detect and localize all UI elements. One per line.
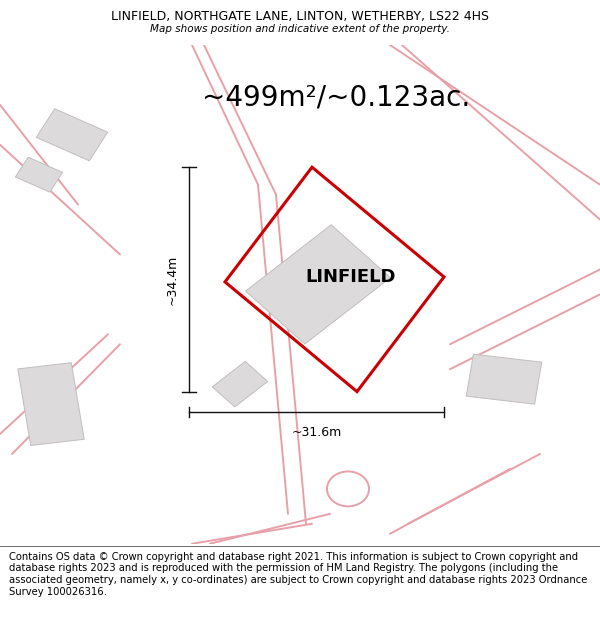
Polygon shape xyxy=(245,225,391,344)
Polygon shape xyxy=(466,354,542,404)
Text: LINFIELD: LINFIELD xyxy=(306,268,396,286)
Polygon shape xyxy=(212,361,268,407)
Text: Contains OS data © Crown copyright and database right 2021. This information is : Contains OS data © Crown copyright and d… xyxy=(9,552,587,597)
Text: LINFIELD, NORTHGATE LANE, LINTON, WETHERBY, LS22 4HS: LINFIELD, NORTHGATE LANE, LINTON, WETHER… xyxy=(111,10,489,23)
Polygon shape xyxy=(16,157,62,192)
Text: ~31.6m: ~31.6m xyxy=(292,426,341,439)
Text: Map shows position and indicative extent of the property.: Map shows position and indicative extent… xyxy=(150,24,450,34)
Text: ~34.4m: ~34.4m xyxy=(165,254,178,304)
Text: ~499m²/~0.123ac.: ~499m²/~0.123ac. xyxy=(202,83,470,111)
Polygon shape xyxy=(37,109,107,161)
Polygon shape xyxy=(18,362,84,446)
